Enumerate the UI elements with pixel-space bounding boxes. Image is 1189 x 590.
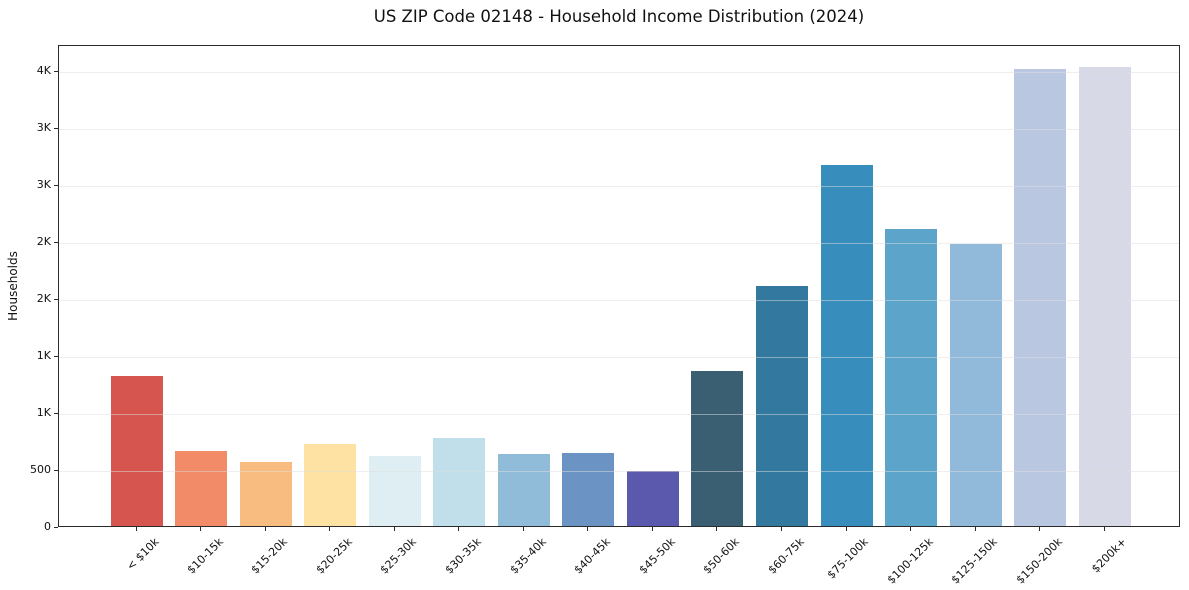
bar-100-125k — [885, 229, 938, 526]
x-tick-label: $20-25k — [313, 535, 355, 577]
x-tick-mark — [135, 527, 137, 531]
plot-area — [58, 45, 1180, 527]
y-tick-label: 500 — [30, 463, 51, 477]
x-tick-label: $125-150k — [948, 535, 1001, 587]
bar-15-20k — [239, 462, 292, 526]
bar-25-30k — [368, 455, 421, 526]
x-tick-label: $200k+ — [1089, 535, 1130, 576]
bar-125-150k — [949, 243, 1002, 526]
gridline — [59, 357, 1179, 359]
y-tick-label: 2K — [36, 292, 51, 306]
gridline — [59, 243, 1179, 245]
y-tick-mark — [54, 299, 58, 301]
gridline — [59, 129, 1179, 131]
bar-150-200k — [1014, 68, 1067, 526]
x-tick-mark — [458, 527, 460, 531]
y-tick-mark — [54, 470, 58, 472]
gridline — [59, 186, 1179, 188]
x-tick-label: $75-100k — [824, 535, 872, 582]
x-tick-mark — [264, 527, 266, 531]
x-tick-mark — [974, 527, 976, 531]
x-tick-label: $100-125k — [884, 535, 936, 587]
x-tick-mark — [781, 527, 782, 531]
x-tick-mark — [1039, 527, 1041, 531]
x-tick-label: $40-45k — [571, 535, 613, 577]
y-tick-mark — [54, 356, 58, 358]
x-tick-mark — [587, 527, 589, 531]
x-tick-label: $30-35k — [442, 535, 484, 577]
x-tick-mark — [393, 527, 395, 531]
bar-10k — [110, 376, 163, 526]
x-tick-mark — [522, 527, 524, 531]
x-tick-mark — [845, 527, 847, 531]
gridline — [59, 471, 1179, 473]
x-tick-mark — [651, 527, 653, 531]
x-tick-label: $15-20k — [248, 535, 291, 577]
y-tick-mark — [54, 185, 58, 187]
bar-40-45k — [562, 452, 615, 526]
x-tick-mark — [716, 527, 718, 531]
x-tick-label: $45-50k — [636, 535, 678, 577]
x-tick-label: $35-40k — [507, 535, 549, 577]
y-tick-label: 0 — [44, 520, 51, 533]
x-tick-label: $25-30k — [378, 535, 420, 577]
bar-200k — [1078, 67, 1131, 526]
x-tick-label: < $10k — [123, 535, 162, 573]
bar-75-100k — [820, 164, 873, 526]
y-tick-label: 4K — [36, 64, 51, 78]
bar-20-25k — [304, 444, 357, 526]
y-tick-label: 3K — [36, 121, 51, 135]
bar-45-50k — [626, 471, 679, 526]
y-tick-label: 1K — [36, 406, 51, 420]
x-tick-mark — [329, 527, 331, 531]
x-tick-label: $60-75k — [765, 535, 807, 577]
gridline — [59, 72, 1179, 74]
y-tick-mark — [54, 242, 58, 244]
gridline — [59, 414, 1179, 416]
x-tick-mark — [1103, 527, 1105, 531]
bar-10-15k — [175, 451, 228, 526]
bar-30-35k — [433, 437, 486, 526]
bar-50-60k — [691, 370, 744, 526]
y-tick-mark — [54, 71, 58, 73]
x-tick-label: $150-200k — [1013, 535, 1065, 587]
y-tick-mark — [54, 413, 58, 415]
y-tick-label: 1K — [36, 349, 51, 363]
y-tick-mark — [54, 527, 58, 528]
y-tick-label: 3K — [36, 178, 51, 192]
bar-60-75k — [756, 285, 808, 526]
x-tick-mark — [910, 527, 912, 531]
bar-35-40k — [497, 453, 550, 526]
y-axis-label: Households — [6, 251, 20, 321]
chart-title: US ZIP Code 02148 - Household Income Dis… — [373, 7, 865, 26]
x-tick-label: $50-60k — [700, 535, 742, 577]
x-tick-mark — [200, 527, 202, 531]
y-tick-mark — [54, 128, 58, 130]
gridline — [59, 300, 1179, 302]
y-tick-label: 2K — [36, 235, 51, 249]
x-tick-label: $10-15k — [184, 535, 226, 577]
